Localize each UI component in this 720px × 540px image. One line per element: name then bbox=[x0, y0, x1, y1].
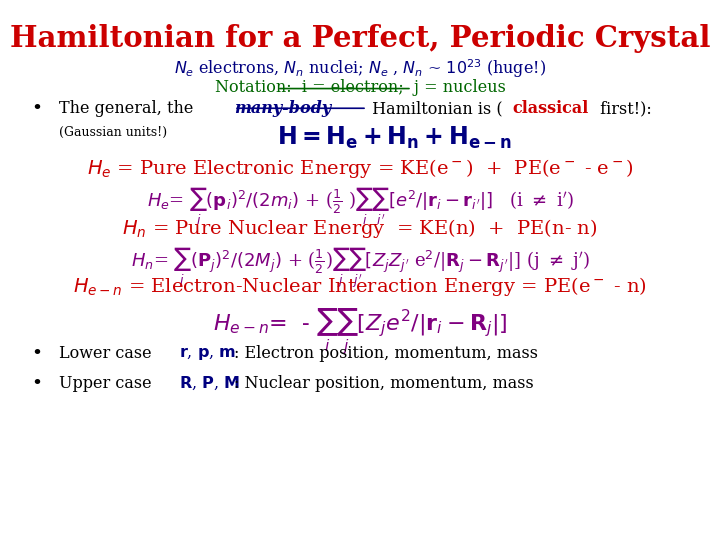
Text: •: • bbox=[32, 375, 42, 393]
Text: $H_e$ = Pure Electronic Energy = KE(e$^-$)  +  PE(e$^-$ - e$^-$): $H_e$ = Pure Electronic Energy = KE(e$^-… bbox=[86, 157, 634, 180]
Text: $\mathbf{R}$, $\mathbf{P}$, $\mathbf{M}$: $\mathbf{R}$, $\mathbf{P}$, $\mathbf{M}$ bbox=[179, 375, 240, 392]
Text: The general, the: The general, the bbox=[59, 100, 199, 117]
Text: Hamiltonian for a Perfect, Periodic Crystal: Hamiltonian for a Perfect, Periodic Crys… bbox=[10, 24, 710, 53]
Text: classical: classical bbox=[512, 100, 588, 117]
Text: $H_e$= $\sum_i(\mathbf{p}_i)^2/(2m_i)$ + ($\frac{1}{2}$ )$\sum_i\sum_{i^{\prime}: $H_e$= $\sum_i(\mathbf{p}_i)^2/(2m_i)$ +… bbox=[147, 186, 573, 227]
Text: •: • bbox=[32, 100, 42, 118]
Text: •: • bbox=[32, 345, 42, 363]
Text: $H_n$ = Pure Nuclear Energy  = KE(n)  +  PE(n- n): $H_n$ = Pure Nuclear Energy = KE(n) + PE… bbox=[122, 217, 598, 240]
Text: $H_{e-n}$=  - $\sum_i\sum_j[Z_j e^2/|\mathbf{r}_i - \mathbf{R}_j|]$: $H_{e-n}$= - $\sum_i\sum_j[Z_j e^2/|\mat… bbox=[212, 306, 508, 357]
Text: : Nuclear position, momentum, mass: : Nuclear position, momentum, mass bbox=[234, 375, 534, 392]
Text: Upper case: Upper case bbox=[59, 375, 157, 392]
Text: $N_e$ electrons, $N_n$ nuclei; $N_e$ , $N_n$ ~ $10^{23}$ (huge!): $N_e$ electrons, $N_n$ nuclei; $N_e$ , $… bbox=[174, 57, 546, 80]
Text: Hamiltonian is (: Hamiltonian is ( bbox=[367, 100, 503, 117]
Text: $\mathbf{H = H_e + H_n + H_{e-n}}$: $\mathbf{H = H_e + H_n + H_{e-n}}$ bbox=[277, 125, 512, 151]
Text: : Electron position, momentum, mass: : Electron position, momentum, mass bbox=[234, 345, 539, 362]
Text: (Gaussian units!): (Gaussian units!) bbox=[59, 126, 168, 139]
Text: $\mathbf{r}$, $\mathbf{p}$, $\mathbf{m}$: $\mathbf{r}$, $\mathbf{p}$, $\mathbf{m}$ bbox=[179, 345, 236, 362]
Text: Notation:  i = electron;  j = nucleus: Notation: i = electron; j = nucleus bbox=[215, 79, 505, 96]
Text: $H_{e-n}$ = Electron-Nuclear Interaction Energy = PE(e$^-$ - n): $H_{e-n}$ = Electron-Nuclear Interaction… bbox=[73, 275, 647, 298]
Text: Lower case: Lower case bbox=[59, 345, 157, 362]
Text: many-body: many-body bbox=[234, 100, 331, 117]
Text: $H_n$= $\sum_j(\mathbf{P}_j)^2/(2M_j)$ + ($\frac{1}{2}$)$\sum_j\sum_{j^{\prime}}: $H_n$= $\sum_j(\mathbf{P}_j)^2/(2M_j)$ +… bbox=[130, 245, 590, 289]
Text: first!):: first!): bbox=[595, 100, 652, 117]
